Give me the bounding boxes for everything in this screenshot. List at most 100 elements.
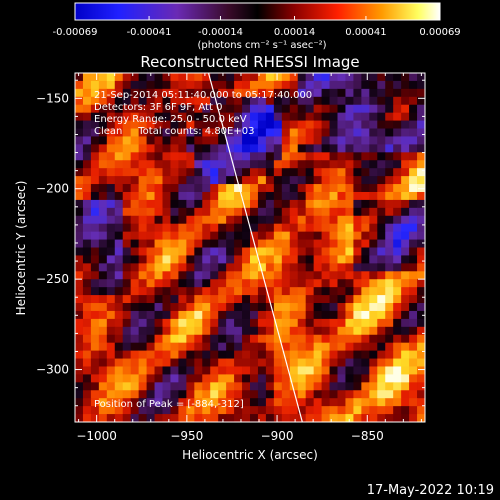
heatmap-cell [401, 406, 410, 415]
heatmap-cell [401, 128, 410, 137]
heatmap-cell [250, 271, 259, 280]
heatmap-cell [138, 263, 147, 272]
heatmap-cell [265, 382, 275, 391]
heatmap-cell [170, 191, 179, 201]
heatmap-cell [154, 120, 163, 129]
heatmap-cell [90, 382, 100, 391]
heatmap-cell [194, 120, 203, 129]
heatmap-cell [210, 326, 219, 336]
heatmap-cell [401, 80, 410, 90]
heatmap-cell [138, 176, 147, 185]
heatmap-cell [154, 104, 163, 114]
heatmap-cell [289, 326, 299, 336]
heatmap-cell [218, 326, 227, 336]
heatmap-cell [321, 295, 330, 304]
heatmap-cell [329, 295, 338, 304]
heatmap-cell [337, 231, 346, 240]
heatmap-cell [305, 144, 315, 153]
heatmap-cell [226, 215, 235, 225]
heatmap-cell [329, 80, 338, 90]
heatmap-cell [154, 73, 163, 82]
heatmap-cell [202, 255, 211, 264]
heatmap-cell [401, 112, 410, 121]
heatmap-cell [289, 112, 299, 121]
heatmap-cell [361, 144, 370, 153]
heatmap-cell [138, 184, 147, 193]
heatmap-cell [75, 160, 84, 169]
heatmap-cell [385, 334, 394, 344]
heatmap-cell [138, 358, 147, 367]
heatmap-cell [202, 287, 211, 296]
heatmap-cell [361, 398, 370, 407]
heatmap-cell [194, 406, 203, 415]
heatmap-cell [234, 358, 243, 367]
heatmap-cell [82, 223, 92, 233]
heatmap-cell [162, 350, 171, 359]
heatmap-cell [186, 303, 195, 312]
y-axis-label: Heliocentric Y (arcsec) [14, 181, 28, 316]
heatmap-cell [281, 152, 291, 161]
heatmap-cell [305, 271, 315, 280]
heatmap-cell [361, 271, 370, 280]
heatmap-cell [218, 342, 227, 352]
heatmap-cell [337, 271, 346, 280]
heatmap-cell [186, 382, 195, 391]
heatmap-cell [345, 295, 354, 304]
heatmap-cell [202, 334, 211, 344]
heatmap-cell [82, 414, 92, 422]
heatmap-cell [401, 350, 410, 359]
heatmap-cell [162, 104, 171, 114]
heatmap-cell [265, 73, 275, 82]
heatmap-cell [273, 350, 283, 359]
heatmap-cell [234, 271, 243, 280]
heatmap-cell [90, 223, 100, 233]
heatmap-cell [369, 144, 378, 153]
heatmap-cell [218, 207, 227, 217]
heatmap-cell [186, 374, 195, 383]
heatmap-cell [218, 303, 227, 312]
heatmap-cell [297, 247, 307, 256]
heatmap-cell [273, 382, 283, 391]
heatmap-cell [281, 287, 291, 296]
heatmap-cell [385, 326, 394, 336]
heatmap-cell [234, 160, 243, 169]
heatmap-cell [194, 382, 203, 391]
heatmap-cell [75, 255, 84, 264]
heatmap-cell [106, 80, 116, 90]
heatmap-cell [281, 104, 291, 114]
heatmap-cell [138, 374, 147, 383]
heatmap-cell [361, 191, 370, 201]
heatmap-cell [98, 374, 108, 383]
heatmap-cell [106, 406, 116, 415]
heatmap-cell [361, 168, 370, 177]
heatmap-cell [162, 160, 171, 169]
heatmap-cell [353, 215, 362, 225]
heatmap-cell [218, 136, 227, 145]
heatmap-cell [98, 279, 108, 288]
heatmap-cell [345, 120, 354, 129]
heatmap-cell [194, 366, 203, 375]
heatmap-cell [417, 247, 425, 256]
heatmap-cell [337, 168, 346, 177]
colorbar-tick-label: -0.00069 [53, 27, 98, 38]
heatmap-cell [265, 112, 275, 121]
heatmap-cell [186, 96, 195, 106]
heatmap-cell [273, 406, 283, 415]
heatmap-cell [210, 73, 219, 82]
heatmap-cell [154, 184, 163, 193]
heatmap-cell [297, 255, 307, 264]
heatmap-cell [353, 263, 362, 272]
heatmap-cell [234, 406, 243, 415]
heatmap-cell [234, 255, 243, 264]
heatmap-cell [409, 207, 418, 217]
heatmap-cell [393, 168, 402, 177]
heatmap-cell [345, 255, 354, 264]
heatmap-cell [369, 104, 378, 114]
heatmap-cell [186, 112, 195, 121]
heatmap-cell [114, 73, 124, 82]
heatmap-cell [186, 295, 195, 304]
heatmap-cell [401, 96, 410, 106]
heatmap-cell [250, 128, 259, 137]
heatmap-cell [218, 310, 227, 320]
heatmap-cell [90, 136, 100, 145]
